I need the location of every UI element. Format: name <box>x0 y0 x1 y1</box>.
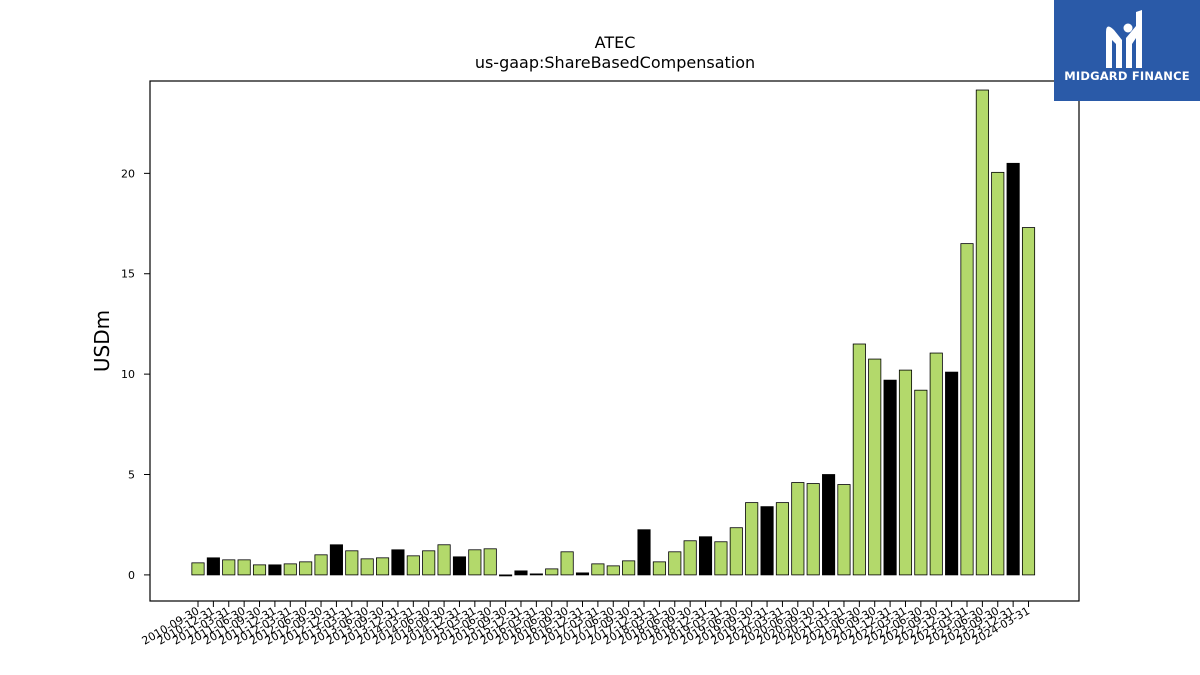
bar-2023-12-31 <box>1006 162 1020 576</box>
bar-2023-06-30 <box>975 89 989 576</box>
bar-2013-06-30 <box>360 558 374 576</box>
bars-group <box>191 89 1036 577</box>
bar-2017-03-31 <box>591 563 605 576</box>
bar-2015-12-31 <box>514 570 528 576</box>
bar-2019-03-31 <box>714 541 728 576</box>
bar-2020-06-30 <box>791 482 805 576</box>
bar-2011-12-31 <box>268 564 282 576</box>
bar-2014-09-30 <box>437 544 451 576</box>
bar-2013-03-31 <box>345 550 359 576</box>
y-tick-label: 20 <box>121 167 135 180</box>
brand-logo: MIDGARD FINANCE <box>1054 0 1200 101</box>
bar-2015-03-31 <box>468 549 482 576</box>
bar-2022-12-31 <box>945 371 959 576</box>
bar-2017-12-31 <box>637 529 651 576</box>
bar-2020-12-31 <box>822 474 836 576</box>
bar-2014-03-31 <box>406 555 420 576</box>
midgard-m-icon <box>1106 10 1142 69</box>
bar-2020-09-30 <box>806 483 820 576</box>
y-tick-label: 10 <box>121 368 135 381</box>
bar-2022-06-30 <box>914 389 928 576</box>
bar-2018-09-30 <box>683 540 697 576</box>
bar-2016-12-31 <box>575 572 590 576</box>
bar-2010-12-31 <box>206 557 220 576</box>
bar-2016-09-30 <box>560 551 574 576</box>
chart-title: ATEC <box>595 33 636 52</box>
y-axis-label: USDm <box>90 310 114 372</box>
bar-2019-06-30 <box>729 527 743 576</box>
bar-2011-03-31 <box>222 559 236 576</box>
bar-2022-09-30 <box>929 352 943 576</box>
bar-2018-03-31 <box>652 561 666 576</box>
bar-2013-12-31 <box>391 549 405 576</box>
bar-2021-06-30 <box>852 343 866 576</box>
bar-2023-03-31 <box>960 243 974 576</box>
chart-subtitle: us-gaap:ShareBasedCompensation <box>475 53 755 72</box>
bar-2012-12-31 <box>329 544 343 576</box>
bar-2011-06-30 <box>237 559 251 576</box>
bar-2012-06-30 <box>299 561 313 576</box>
bar-2012-09-30 <box>314 554 328 576</box>
bar-2018-12-31 <box>698 536 713 576</box>
plot-frame <box>149 80 1080 602</box>
y-tick-label: 5 <box>128 469 135 482</box>
bar-2021-12-31 <box>883 379 897 576</box>
bar-2017-09-30 <box>622 560 636 576</box>
bar-2013-09-30 <box>376 557 390 576</box>
bar-2014-12-31 <box>452 556 467 576</box>
bar-2020-03-31 <box>775 502 789 576</box>
bar-2019-09-30 <box>745 502 759 576</box>
bar-2012-03-31 <box>283 563 297 576</box>
bar-2011-09-30 <box>252 564 267 576</box>
x-axis: 2010-09-302010-12-312011-03-312011-06-30… <box>140 601 1032 648</box>
brand-name: MIDGARD FINANCE <box>1064 69 1190 83</box>
bar-2023-09-30 <box>991 171 1005 576</box>
bar-2014-06-30 <box>422 550 436 576</box>
y-tick-label: 15 <box>121 268 135 281</box>
bar-2015-06-30 <box>483 548 497 576</box>
y-axis: 0 5 10 15 20 <box>121 167 150 582</box>
y-tick-label: 0 <box>128 569 135 582</box>
bar-2018-06-30 <box>668 551 682 576</box>
bar-2022-03-31 <box>898 369 913 576</box>
bar-2015-09-30 <box>499 574 513 577</box>
bar-2021-09-30 <box>868 358 882 576</box>
bar-2010-09-30 <box>191 562 205 576</box>
bar-2021-03-31 <box>837 484 851 576</box>
bar-2016-03-31 <box>529 573 543 576</box>
bar-2016-06-30 <box>545 568 559 576</box>
bar-2024-03-31 <box>1021 227 1036 576</box>
bar-2019-12-31 <box>760 506 774 576</box>
bar-2017-06-30 <box>606 565 620 576</box>
